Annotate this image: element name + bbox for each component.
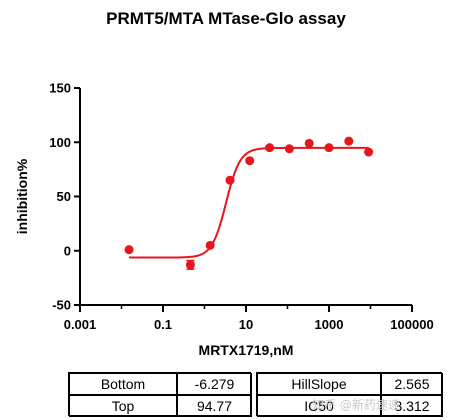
data-point (205, 240, 215, 250)
data-point (225, 175, 235, 185)
y-tick-label: 50 (57, 189, 71, 204)
data-point (265, 143, 275, 153)
y-tick-label: 0 (64, 243, 71, 258)
x-tick-label: 1000 (315, 317, 344, 332)
data-point (185, 260, 195, 270)
y-tick-label: 100 (49, 135, 71, 150)
chart-title: PRMT5/MTA MTase-Glo assay (106, 9, 346, 28)
params-table-left: Bottom -6.279 Top 94.77 (68, 372, 252, 417)
x-tick-label: 0.001 (64, 317, 97, 332)
y-tick-label: -50 (52, 298, 71, 313)
data-point (324, 143, 334, 153)
param-value-bottom: -6.279 (177, 373, 252, 395)
watermark-text: 知乎 @新药速递 (312, 398, 400, 412)
data-point (304, 138, 314, 148)
data-points-group (124, 136, 374, 270)
param-value-ic50: 3.312 (381, 395, 443, 417)
param-name-top: Top (69, 395, 177, 417)
x-axis-label: MRTX1719,nM (199, 342, 294, 358)
params-table-right: HillSlope 2.565 IC50 3.312 (256, 372, 443, 417)
data-point (245, 156, 255, 166)
x-tick-label: 0.1 (154, 317, 172, 332)
axes: -50 0 50 100 150 0.001 0.1 10 1000 100000 MRTX1719… (14, 81, 434, 359)
param-value-top: 94.77 (177, 395, 252, 417)
param-value-hillslope: 2.565 (381, 373, 443, 395)
param-name-ic50: IC50 (257, 395, 381, 417)
data-point (344, 136, 354, 146)
x-tick-label: 100000 (390, 317, 433, 332)
x-tick-label: 10 (239, 317, 253, 332)
param-name-bottom: Bottom (69, 373, 177, 395)
data-point (284, 144, 294, 154)
y-axis-label: inhibition% (14, 158, 30, 234)
data-point (364, 147, 374, 157)
param-name-hillslope: HillSlope (257, 373, 381, 395)
y-tick-label: 150 (49, 81, 71, 96)
data-point (124, 245, 134, 255)
